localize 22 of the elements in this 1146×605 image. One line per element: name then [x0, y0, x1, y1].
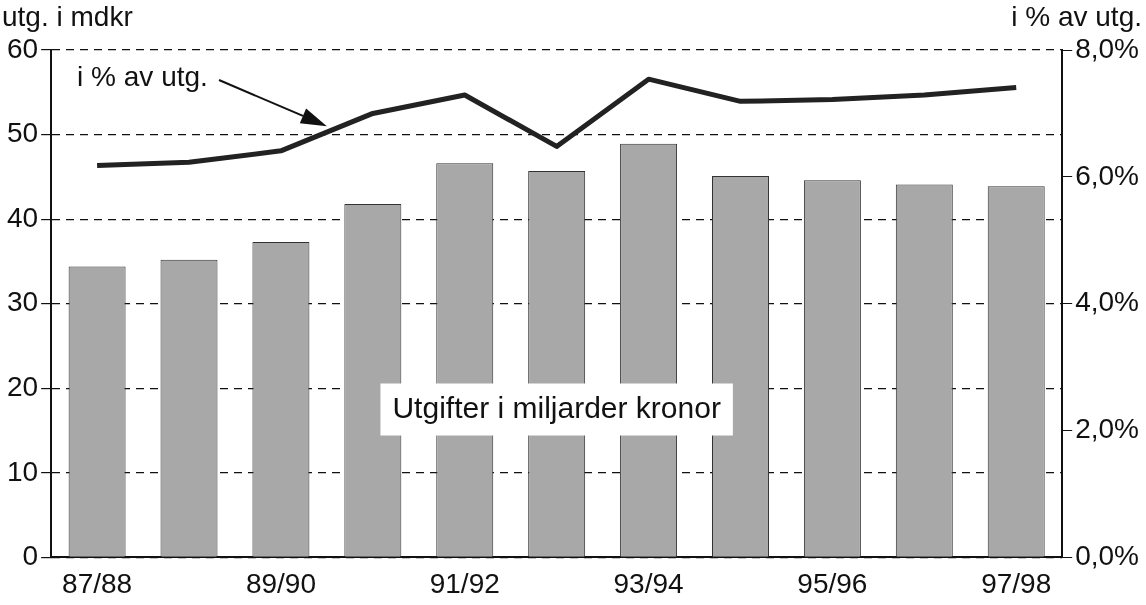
- y2-tick-label: 6,0%: [1075, 159, 1140, 191]
- x-tick-label: 91/92: [429, 567, 500, 599]
- x-tick-label: 87/88: [62, 567, 133, 599]
- y-tick-label: 10: [6, 455, 39, 487]
- y2-tick-label: 0,0%: [1075, 540, 1140, 572]
- y-tick-label: 40: [6, 201, 39, 233]
- y-axis-title: utg. i mdkr: [2, 0, 133, 32]
- series-label: Utgifter i miljarder kronor: [392, 390, 721, 424]
- x-tick-label: 93/94: [613, 567, 684, 599]
- y2-tick-label: 4,0%: [1075, 286, 1140, 318]
- y-tick-label: 0: [22, 540, 39, 572]
- y-tick-label: 20: [6, 370, 39, 402]
- x-tick-label: 95/96: [797, 567, 868, 599]
- x-tick-label: 89/90: [245, 567, 316, 599]
- text: i % av utg.: [77, 60, 208, 92]
- y-tick-label: 30: [6, 286, 39, 318]
- y2-tick-label: 8,0%: [1075, 32, 1140, 64]
- x-tick-label: 97/98: [981, 567, 1052, 599]
- y2-axis-title: i % av utg.: [1011, 0, 1142, 32]
- y-tick-label: 50: [6, 117, 39, 149]
- y2-tick-label: 2,0%: [1075, 413, 1140, 445]
- y-tick-label: 60: [6, 32, 39, 64]
